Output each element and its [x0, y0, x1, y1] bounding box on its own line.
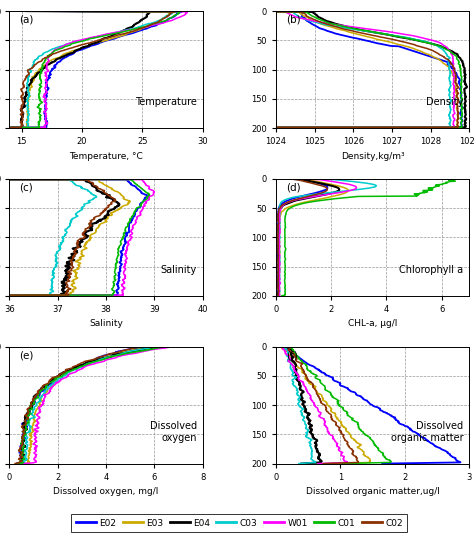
X-axis label: Dissolved oxygen, mg/l: Dissolved oxygen, mg/l — [54, 487, 159, 496]
Text: Temperature: Temperature — [135, 97, 197, 107]
X-axis label: Dissolved organic matter,ug/l: Dissolved organic matter,ug/l — [306, 487, 439, 496]
Text: (e): (e) — [19, 350, 34, 360]
Text: Salinity: Salinity — [161, 265, 197, 275]
Text: (f): (f) — [286, 350, 298, 360]
Text: Dissolved
oxygen: Dissolved oxygen — [150, 421, 197, 443]
X-axis label: Salinity: Salinity — [89, 320, 123, 329]
Text: Density: Density — [426, 97, 464, 107]
X-axis label: Temperature, °C: Temperature, °C — [69, 152, 143, 161]
X-axis label: Density,kg/m³: Density,kg/m³ — [341, 152, 404, 161]
Text: (d): (d) — [286, 182, 301, 192]
Text: Dissolved
organic matter: Dissolved organic matter — [391, 421, 464, 443]
Text: (b): (b) — [286, 14, 301, 24]
X-axis label: CHL-a, μg/l: CHL-a, μg/l — [348, 320, 397, 329]
Text: (c): (c) — [19, 182, 33, 192]
Legend: E02, E03, E04, C03, W01, C01, C02: E02, E03, E04, C03, W01, C01, C02 — [72, 514, 407, 532]
Text: Chlorophyll a: Chlorophyll a — [399, 265, 464, 275]
Text: (a): (a) — [19, 14, 34, 24]
